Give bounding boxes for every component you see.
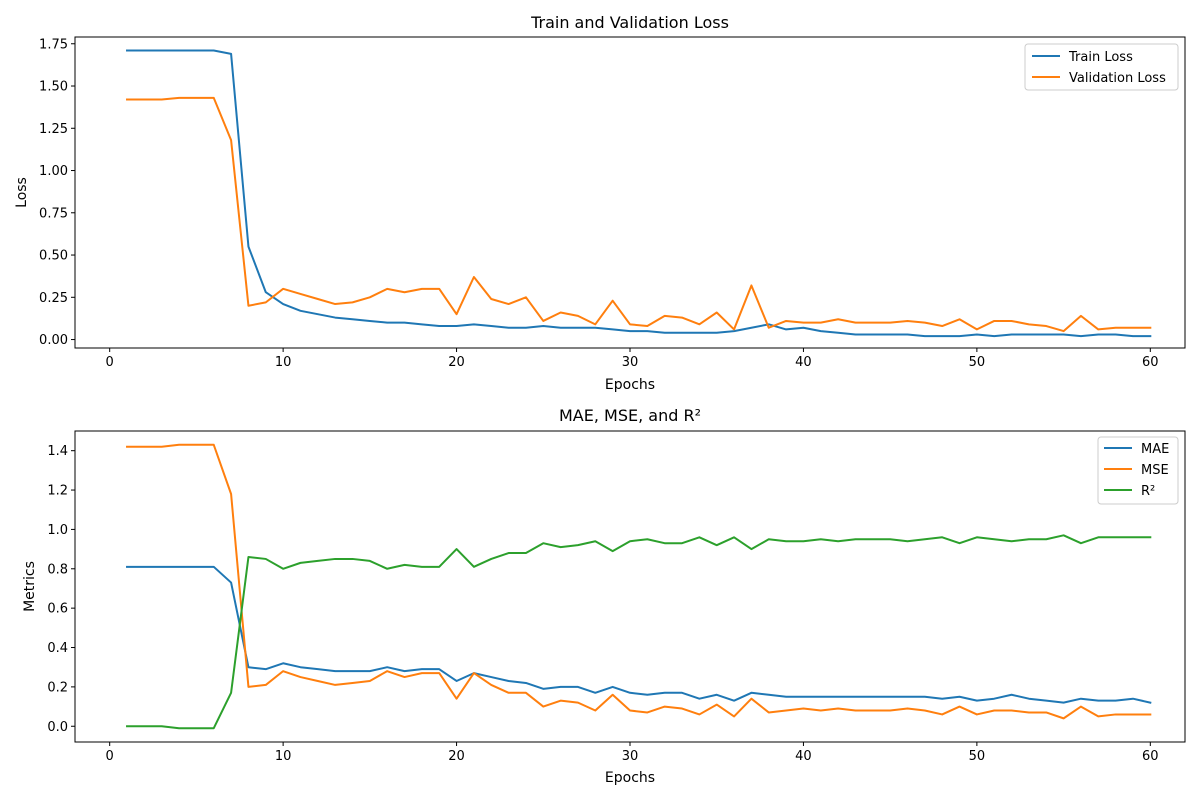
x-tick-label: 60 [1142, 355, 1159, 370]
x-axis-label: Epochs [605, 770, 655, 786]
chart-metrics: MAE, MSE, and R² 0 10 20 30 40 50 60 0.0 0.2 0.4… [22, 406, 1186, 786]
plot-frame [74, 36, 1186, 349]
y-tick-label: 1.00 [39, 164, 68, 179]
y-tick-label: 0.50 [39, 249, 68, 264]
x-axis-label: Epochs [605, 377, 655, 393]
y-tick-label: 1.50 [39, 80, 68, 95]
x-tick-label: 50 [969, 749, 986, 764]
y-axis-label: Metrics [22, 561, 38, 612]
y-tick-label: 0.00 [39, 333, 68, 348]
legend-box [1024, 43, 1179, 91]
legend: Train Loss Validation Loss [1024, 43, 1179, 91]
x-tick-label: 0 [106, 749, 114, 764]
legend-label-validation-loss: Validation Loss [1069, 71, 1166, 86]
y-axis: 0.00 0.25 0.50 0.75 1.00 1.25 1.50 1.75 [39, 37, 75, 348]
series-line-train-loss [126, 49, 1152, 338]
x-tick-label: 50 [969, 355, 986, 370]
chart-title: MAE, MSE, and R² [559, 406, 701, 425]
series-line-validation-loss [126, 96, 1152, 333]
x-tick-label: 40 [795, 749, 812, 764]
x-tick-label: 30 [622, 355, 639, 370]
y-axis-label: Loss [14, 177, 30, 208]
x-axis: 0 10 20 30 40 50 60 [106, 348, 1159, 370]
series-group [126, 49, 1152, 338]
y-tick-label: 1.2 [47, 484, 68, 499]
x-tick-label: 10 [275, 355, 292, 370]
x-axis: 0 10 20 30 40 50 60 [106, 742, 1159, 764]
series-group [126, 443, 1152, 730]
y-tick-label: 0.75 [39, 206, 68, 221]
legend-label-mae: MAE [1141, 442, 1169, 457]
y-tick-label: 0.8 [47, 562, 68, 577]
y-tick-label: 1.25 [39, 122, 68, 137]
x-tick-label: 20 [448, 355, 465, 370]
x-tick-label: 0 [106, 355, 114, 370]
legend-box [1097, 436, 1179, 505]
y-tick-label: 0.2 [47, 680, 68, 695]
x-tick-label: 40 [795, 355, 812, 370]
y-tick-label: 0.6 [47, 602, 68, 617]
series-line-mae [126, 565, 1152, 704]
y-tick-label: 1.75 [39, 37, 68, 52]
legend-label-r2: R² [1141, 484, 1155, 499]
chart-title: Train and Validation Loss [530, 13, 729, 32]
y-tick-label: 0.0 [47, 720, 68, 735]
series-line-mse [126, 443, 1152, 720]
plot-frame [74, 430, 1186, 743]
x-tick-label: 60 [1142, 749, 1159, 764]
legend-label-train-loss: Train Loss [1068, 50, 1133, 65]
y-tick-label: 1.4 [47, 444, 68, 459]
legend: MAE MSE R² [1097, 436, 1179, 505]
x-tick-label: 30 [622, 749, 639, 764]
series-line-r2 [126, 534, 1152, 730]
legend-label-mse: MSE [1141, 463, 1169, 478]
x-tick-label: 20 [448, 749, 465, 764]
y-axis: 0.0 0.2 0.4 0.6 0.8 1.0 1.2 1.4 [47, 444, 75, 735]
y-tick-label: 0.4 [47, 641, 68, 656]
y-tick-label: 1.0 [47, 523, 68, 538]
y-tick-label: 0.25 [39, 291, 68, 306]
x-tick-label: 10 [275, 749, 292, 764]
chart-loss: Train and Validation Loss 0 10 20 30 40 50 60 … [14, 13, 1186, 393]
